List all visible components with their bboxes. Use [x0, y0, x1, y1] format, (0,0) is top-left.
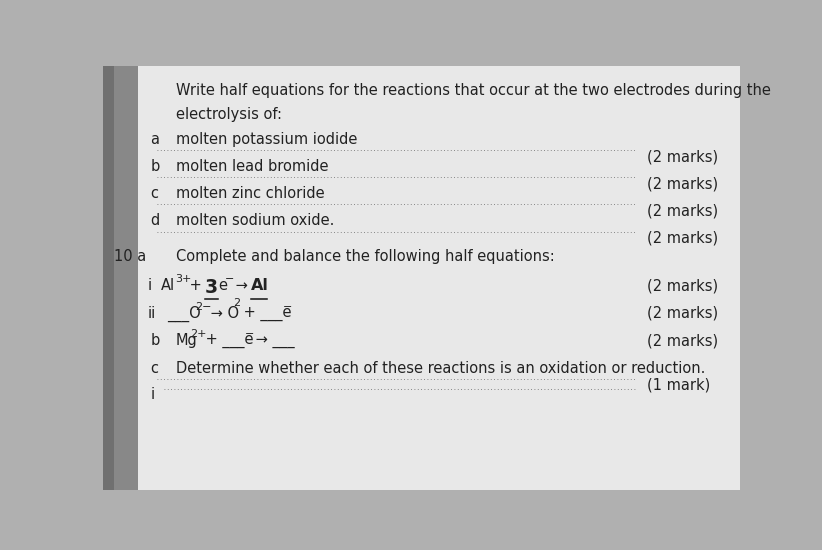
- Text: → O: → O: [206, 306, 239, 321]
- Text: a: a: [150, 132, 159, 147]
- Text: Determine whether each of these reactions is an oxidation or reduction.: Determine whether each of these reaction…: [176, 361, 705, 376]
- Text: 3+: 3+: [175, 274, 192, 284]
- Text: ___O: ___O: [168, 306, 201, 322]
- Text: Write half equations for the reactions that occur at the two electrodes during t: Write half equations for the reactions t…: [176, 83, 771, 98]
- Text: c: c: [150, 361, 159, 376]
- Text: 2+: 2+: [190, 329, 206, 339]
- Text: c: c: [150, 186, 159, 201]
- Text: Al: Al: [161, 278, 175, 293]
- Text: → ___: → ___: [251, 333, 294, 348]
- Text: electrolysis of:: electrolysis of:: [176, 107, 282, 122]
- Text: molten lead bromide: molten lead bromide: [176, 159, 329, 174]
- Text: −: −: [245, 329, 254, 339]
- Text: (1 mark): (1 mark): [648, 378, 711, 393]
- Text: −: −: [283, 302, 292, 312]
- Text: −: −: [224, 274, 234, 284]
- Text: +: +: [185, 278, 206, 293]
- Text: (2 marks): (2 marks): [648, 177, 718, 191]
- Text: (2 marks): (2 marks): [648, 204, 718, 219]
- FancyBboxPatch shape: [138, 66, 740, 490]
- Text: b: b: [150, 159, 159, 174]
- Text: + ___e: + ___e: [239, 306, 292, 321]
- Text: + ___e: + ___e: [201, 333, 254, 348]
- Text: (2 marks): (2 marks): [648, 333, 718, 348]
- Text: (2 marks): (2 marks): [648, 150, 718, 164]
- Text: ii: ii: [147, 306, 155, 321]
- Text: Al: Al: [251, 278, 269, 293]
- Text: 2: 2: [233, 298, 240, 308]
- Text: 2−: 2−: [195, 302, 211, 312]
- Text: i: i: [147, 278, 151, 293]
- Text: 3: 3: [205, 278, 218, 297]
- Text: (2 marks): (2 marks): [648, 306, 718, 321]
- Text: (2 marks): (2 marks): [648, 278, 718, 293]
- FancyBboxPatch shape: [103, 66, 138, 490]
- Text: i: i: [150, 387, 155, 402]
- FancyBboxPatch shape: [103, 66, 114, 490]
- Text: →: →: [231, 278, 252, 293]
- Text: Complete and balance the following half equations:: Complete and balance the following half …: [176, 249, 555, 265]
- Text: Mg: Mg: [176, 333, 198, 348]
- Text: b: b: [150, 333, 159, 348]
- Text: 10 a: 10 a: [113, 249, 145, 265]
- Text: molten sodium oxide.: molten sodium oxide.: [176, 213, 335, 228]
- Text: molten zinc chloride: molten zinc chloride: [176, 186, 325, 201]
- Text: d: d: [150, 213, 159, 228]
- Text: (2 marks): (2 marks): [648, 231, 718, 246]
- Text: molten potassium iodide: molten potassium iodide: [176, 132, 358, 147]
- Text: e: e: [218, 278, 227, 293]
